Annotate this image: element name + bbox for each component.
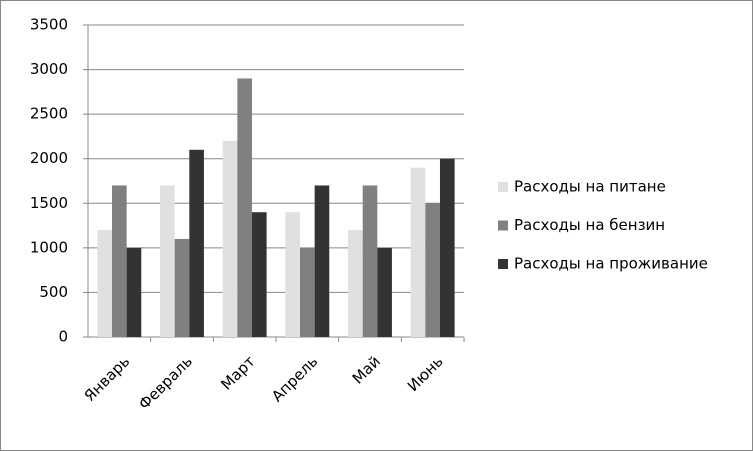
- y-tick-label: 1000: [30, 238, 68, 256]
- bar: [314, 185, 330, 337]
- legend-swatch: [498, 259, 508, 269]
- bar: [362, 185, 378, 337]
- y-tick-label: 3000: [30, 60, 68, 78]
- bar: [222, 140, 238, 337]
- y-tick-label: 3500: [30, 16, 68, 34]
- y-tick-label: 2000: [30, 149, 68, 167]
- legend-label: Расходы на питане: [514, 178, 666, 196]
- bar: [300, 247, 315, 337]
- y-tick-label: 500: [39, 283, 68, 301]
- bar: [97, 230, 113, 337]
- bar: [410, 167, 426, 337]
- legend-label: Расходы на проживание: [514, 255, 708, 273]
- bar: [348, 230, 363, 337]
- bar: [112, 185, 127, 337]
- bar: [126, 247, 142, 337]
- bar: [377, 247, 392, 337]
- bar: [285, 212, 301, 337]
- bar: [251, 212, 267, 337]
- bar: [160, 185, 175, 337]
- y-tick-label: 2500: [30, 105, 68, 123]
- legend-swatch: [498, 182, 508, 192]
- bar: [189, 149, 204, 337]
- y-tick-label: 0: [58, 328, 68, 346]
- bar: [174, 238, 190, 337]
- bar: [425, 203, 440, 337]
- bar: [439, 158, 455, 337]
- bar: [237, 78, 252, 337]
- legend-swatch: [498, 220, 508, 231]
- y-tick-label: 1500: [30, 194, 68, 212]
- legend-label: Расходы на бензин: [514, 216, 665, 234]
